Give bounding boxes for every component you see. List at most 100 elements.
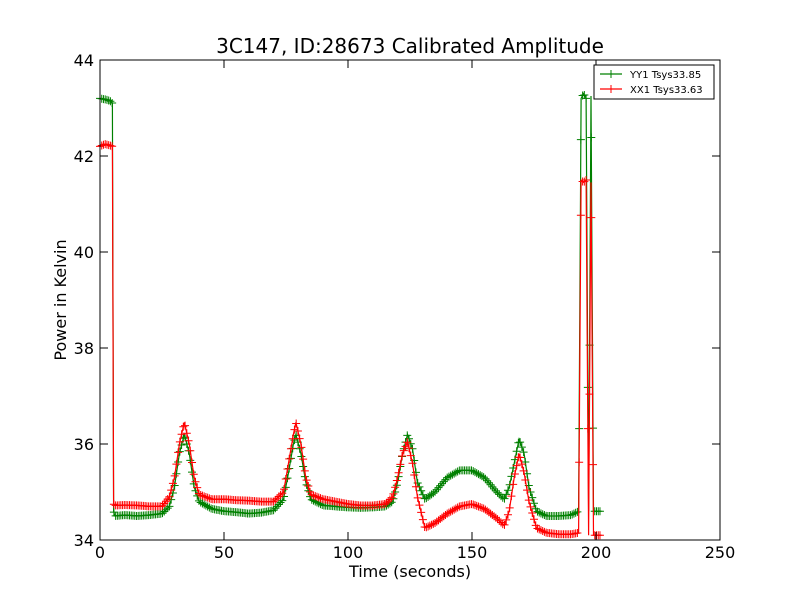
series-marker [538, 527, 547, 535]
series-marker [490, 484, 499, 493]
series-marker [172, 469, 181, 478]
series-marker [517, 443, 526, 452]
series-marker [448, 470, 457, 479]
series-marker [177, 430, 186, 439]
y-tick-label: 44 [74, 51, 94, 70]
series-marker [101, 140, 110, 149]
series-marker [415, 501, 424, 510]
series-marker [422, 523, 431, 532]
series-marker [417, 508, 426, 517]
series-marker [448, 506, 457, 515]
series-marker [269, 506, 278, 515]
series-marker [271, 504, 280, 513]
series-marker [587, 133, 596, 142]
series-marker [295, 434, 304, 443]
series-marker [200, 500, 209, 509]
series-marker [398, 452, 407, 460]
series-marker [299, 455, 308, 464]
series-marker [418, 515, 427, 524]
series-marker [498, 493, 507, 502]
series-marker [585, 390, 594, 399]
series-marker [488, 482, 497, 491]
series-marker [302, 476, 311, 485]
series-marker [429, 489, 438, 498]
x-axis-label: Time (seconds) [348, 562, 471, 581]
x-tick-label: 0 [95, 543, 105, 562]
series-marker [535, 508, 544, 517]
series-marker [516, 438, 525, 447]
series-marker [408, 459, 417, 468]
series-marker [493, 488, 502, 497]
series-marker [444, 472, 453, 481]
series-marker [174, 448, 183, 457]
series-0 [96, 91, 604, 520]
series-marker [186, 446, 195, 455]
series-marker [576, 211, 585, 220]
legend-marker [607, 85, 615, 93]
series-marker [410, 470, 419, 479]
series-marker [394, 468, 403, 477]
series-marker [517, 460, 526, 469]
series-marker [526, 502, 535, 511]
series-marker [106, 97, 115, 106]
series-marker [184, 436, 193, 445]
series-marker [509, 480, 518, 489]
series-marker [161, 505, 170, 514]
series-marker [512, 461, 521, 470]
series-marker [274, 492, 283, 501]
series-marker [201, 501, 210, 510]
series-marker [168, 479, 177, 488]
series-marker [444, 508, 453, 517]
series-marker [283, 474, 292, 483]
series-marker [530, 499, 538, 508]
series-marker [502, 515, 511, 524]
series-marker [595, 507, 604, 516]
chart-title: 3C147, ID:28673 Calibrated Amplitude [216, 34, 604, 58]
series-1 [96, 140, 604, 540]
series-marker [453, 503, 462, 512]
series-marker [580, 91, 589, 100]
series-marker [389, 489, 398, 498]
series-marker [573, 529, 582, 538]
series-marker [203, 493, 212, 502]
series-marker [104, 141, 113, 150]
series-marker [293, 427, 302, 436]
series-marker [207, 504, 216, 513]
y-tick-label: 42 [74, 147, 94, 166]
series-marker [500, 494, 509, 503]
series-marker [575, 458, 584, 467]
series-marker [102, 95, 111, 104]
y-tick-label: 34 [74, 531, 94, 550]
series-marker [401, 442, 410, 451]
series-marker [174, 458, 183, 466]
series-marker [420, 494, 429, 503]
series-marker [589, 460, 598, 469]
y-axis-ticks: 34 36 38 40 42 44 [74, 51, 720, 550]
series-marker [109, 508, 118, 517]
series-marker [281, 483, 290, 492]
series-marker [165, 502, 174, 511]
series-marker [309, 491, 318, 500]
series-marker [443, 509, 452, 518]
series-marker [406, 451, 415, 460]
series-marker [443, 473, 452, 482]
series-marker [535, 525, 544, 534]
series-marker [198, 499, 207, 508]
series-marker [470, 468, 479, 477]
series-marker [569, 509, 578, 518]
series-marker [472, 501, 481, 510]
series-marker [191, 477, 200, 486]
series-marker [292, 419, 301, 428]
series-marker [582, 176, 591, 184]
series-marker [304, 482, 313, 490]
series-marker [175, 447, 184, 456]
series-marker [203, 502, 212, 511]
y-tick-label: 38 [74, 339, 94, 358]
series-marker [510, 470, 519, 478]
series-marker [424, 522, 433, 531]
series-marker [500, 520, 509, 529]
legend: YY1 Tsys33.85 XX1 Tsys33.63 [593, 64, 715, 100]
series-marker [486, 480, 495, 489]
series-marker [418, 490, 427, 499]
